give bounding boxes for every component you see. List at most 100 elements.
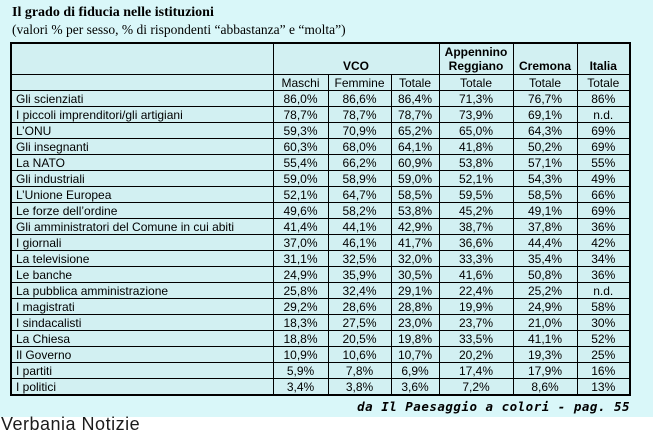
row-value: 7,8%: [327, 362, 392, 379]
row-value: 69%: [576, 202, 631, 219]
row-value: 57,1%: [512, 154, 578, 171]
row-value: 35,4%: [512, 250, 578, 267]
row-value: 46,1%: [327, 234, 392, 251]
row-value: 69,1%: [512, 106, 578, 123]
row-value: 17,4%: [438, 362, 514, 379]
row-value: 24,9%: [512, 298, 578, 315]
row-value: 21,0%: [512, 314, 578, 331]
row-value: n.d.: [576, 106, 631, 123]
row-value: 3,6%: [390, 378, 440, 396]
row-value: 58,9%: [327, 170, 392, 187]
row-value: 10,6%: [327, 346, 392, 363]
row-value: 78,7%: [272, 106, 329, 123]
subheader-maschi: Maschi: [272, 74, 329, 91]
row-value: 10,9%: [272, 346, 329, 363]
row-value: 55,4%: [272, 154, 329, 171]
row-label: I politici: [10, 378, 274, 396]
row-value: 66%: [576, 186, 631, 203]
table-row: I partiti 5,9% 7,8% 6,9% 17,4% 17,9% 16%: [10, 362, 631, 379]
row-value: 53,8%: [438, 154, 514, 171]
corner-cell: [10, 42, 274, 75]
row-value: 36%: [576, 218, 631, 235]
row-value: 50,2%: [512, 138, 578, 155]
row-value: 41,8%: [438, 138, 514, 155]
header-group-row: VCO Appennino Reggiano Cremona Italia: [10, 42, 631, 75]
row-value: 30,5%: [390, 266, 440, 283]
subheader-femmine: Femmine: [327, 74, 392, 91]
row-value: 6,9%: [390, 362, 440, 379]
table-row: La Chiesa 18,8% 20,5% 19,8% 33,5% 41,1% 52%: [10, 330, 631, 347]
row-value: 8,6%: [512, 378, 578, 396]
table-row: Gli amministratori del Comune in cui abi…: [10, 218, 631, 235]
row-value: 78,7%: [327, 106, 392, 123]
table-row: Gli industriali 59,0% 58,9% 59,0% 52,1% 54,3%…: [10, 170, 631, 187]
row-value: 37,8%: [512, 218, 578, 235]
table-row: I magistrati 29,2% 28,6% 28,8% 19,9% 24,9% 58%: [10, 298, 631, 315]
site-name: Verbania Notizie: [1, 414, 141, 434]
row-value: 59,3%: [272, 122, 329, 139]
row-value: 73,9%: [438, 106, 514, 123]
table-row: L’ONU 59,3% 70,9% 65,2% 65,0% 64,3% 69%: [10, 122, 631, 139]
table-row: I politici 3,4% 3,8% 3,6% 7,2% 8,6% 13%: [10, 378, 631, 396]
row-value: 36,6%: [438, 234, 514, 251]
row-value: 69%: [576, 138, 631, 155]
row-value: 70,9%: [327, 122, 392, 139]
page-title: Il grado di fiducia nelle istituzioni: [12, 5, 214, 20]
row-value: 52,1%: [272, 186, 329, 203]
row-value: 3,8%: [327, 378, 392, 396]
row-value: 50,8%: [512, 266, 578, 283]
row-value: 49,1%: [512, 202, 578, 219]
row-value: 86,4%: [390, 90, 440, 107]
row-value: 30%: [576, 314, 631, 331]
row-label: La Chiesa: [10, 330, 274, 347]
page-subtitle: (valori % per sesso, % di rispondenti “a…: [12, 22, 346, 37]
table-row: I giornali 37,0% 46,1% 41,7% 36,6% 44,4% 42%: [10, 234, 631, 251]
row-value: 64,7%: [327, 186, 392, 203]
row-value: 20,2%: [438, 346, 514, 363]
row-value: 41,6%: [438, 266, 514, 283]
row-value: 41,1%: [512, 330, 578, 347]
row-value: 23,0%: [390, 314, 440, 331]
row-value: 44,4%: [512, 234, 578, 251]
row-value: 33,5%: [438, 330, 514, 347]
row-value: 64,1%: [390, 138, 440, 155]
row-label: I partiti: [10, 362, 274, 379]
row-value: 32,4%: [327, 282, 392, 299]
row-value: 69%: [576, 122, 631, 139]
row-value: 65,0%: [438, 122, 514, 139]
row-value: 3,4%: [272, 378, 329, 396]
row-value: 41,7%: [390, 234, 440, 251]
row-value: 27,5%: [327, 314, 392, 331]
row-value: 42%: [576, 234, 631, 251]
row-label: Le banche: [10, 266, 274, 283]
row-label: La NATO: [10, 154, 274, 171]
row-value: 16%: [576, 362, 631, 379]
row-value: 33,3%: [438, 250, 514, 267]
row-value: 54,3%: [512, 170, 578, 187]
row-label: I magistrati: [10, 298, 274, 315]
row-value: 59,0%: [272, 170, 329, 187]
row-value: 55%: [576, 154, 631, 171]
header-sub-row: Maschi Femmine Totale Totale Totale Tota…: [10, 74, 631, 91]
row-value: 20,5%: [327, 330, 392, 347]
row-value: 36%: [576, 266, 631, 283]
trust-in-institutions-table: VCO Appennino Reggiano Cremona Italia Ma…: [10, 42, 631, 396]
row-label: Gli insegnanti: [10, 138, 274, 155]
subheader-totale-italia: Totale: [576, 74, 631, 91]
subheader-totale-appennino: Totale: [438, 74, 514, 91]
row-value: 28,6%: [327, 298, 392, 315]
row-value: 31,1%: [272, 250, 329, 267]
row-label: Le forze dell’ordine: [10, 202, 274, 219]
row-value: 53,8%: [390, 202, 440, 219]
row-value: 76,7%: [512, 90, 578, 107]
row-value: 5,9%: [272, 362, 329, 379]
row-value: 18,3%: [272, 314, 329, 331]
column-group-cremona: Cremona: [512, 42, 578, 75]
row-value: 17,9%: [512, 362, 578, 379]
row-value: 58,5%: [390, 186, 440, 203]
row-value: 10,7%: [390, 346, 440, 363]
row-value: 58,2%: [327, 202, 392, 219]
table-row: Le banche 24,9% 35,9% 30,5% 41,6% 50,8% 36%: [10, 266, 631, 283]
row-value: 18,8%: [272, 330, 329, 347]
